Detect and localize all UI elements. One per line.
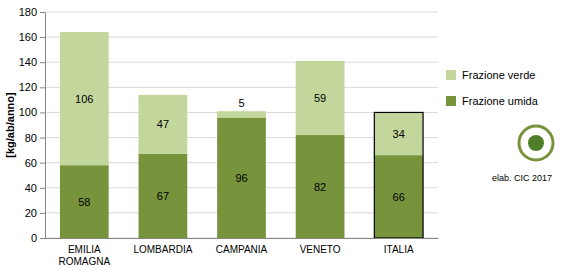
legend-swatch (446, 70, 456, 80)
tick: 0 (31, 232, 45, 244)
tick-mark (40, 238, 45, 239)
data-label: 96 (235, 172, 247, 184)
tick-label: 160 (19, 31, 37, 43)
tick-label: EMILIAROMAGNA (58, 244, 110, 267)
tick-label: 120 (19, 81, 37, 93)
tick: 60 (25, 157, 45, 169)
tick-mark (40, 188, 45, 189)
data-label: 59 (314, 92, 326, 104)
tick-label: 140 (19, 56, 37, 68)
bar-segment (374, 155, 423, 238)
tick: VENETO (300, 244, 341, 255)
chart: 0 20 40 60 80 100 120 140 160 180 EMILIAROMAGNA LOM… (0, 0, 566, 276)
tick-label: 100 (19, 106, 37, 118)
grid (45, 12, 438, 238)
tick-label: ITALIA (384, 244, 414, 255)
tick-mark (40, 62, 45, 63)
tick: CAMPANIA (216, 244, 268, 255)
axis-title: [kg/ab/anno] (4, 92, 16, 158)
data-label: 34 (393, 128, 405, 140)
logo-core (528, 135, 544, 151)
plot: 0 20 40 60 80 100 120 140 160 180 EMILIAROMAGNA LOM… (19, 6, 439, 267)
legend-label: Frazione umida (462, 95, 539, 107)
data-label: 66 (393, 191, 405, 203)
data-labels: 58 67 96 82 66 106 47 5 59 34 (75, 92, 405, 208)
axis-line (45, 13, 46, 239)
bar-outline (374, 112, 423, 238)
bar-segment (60, 32, 109, 165)
x-axis: EMILIAROMAGNA LOMBARDIA CAMPANIA VENETO ITAL… (46, 239, 439, 268)
legend-label: Frazione verde (462, 69, 535, 81)
tick-mark (40, 163, 45, 164)
tick-label: 20 (25, 207, 37, 219)
tick: 140 (19, 56, 45, 68)
tick-mark (40, 37, 45, 38)
bar-segment (60, 165, 109, 238)
tick-mark (40, 87, 45, 88)
tick-label: VENETO (300, 244, 341, 255)
tick-label: 180 (19, 6, 37, 18)
tick: 120 (19, 81, 45, 93)
tick: 180 (19, 6, 45, 18)
tick: LOMBARDIA (133, 244, 192, 255)
tick: 20 (25, 207, 45, 219)
tick-mark (40, 213, 45, 214)
bar-segment (217, 117, 266, 238)
tick-label: LOMBARDIA (133, 244, 192, 255)
grid-line (45, 12, 438, 13)
bar-segment (139, 95, 188, 154)
data-label: 5 (238, 97, 244, 109)
tick-mark (40, 112, 45, 113)
bar-segment (139, 154, 188, 238)
tick-label: 60 (25, 157, 37, 169)
bar-segment (217, 111, 266, 117)
data-label: 82 (314, 181, 326, 193)
bar-segment (296, 61, 345, 135)
data-label: 47 (157, 118, 169, 130)
tick: EMILIAROMAGNA (58, 244, 110, 267)
tick: 160 (19, 31, 45, 43)
tick-label: 0 (31, 232, 37, 244)
annotation: elab. CIC 2017 (492, 173, 552, 183)
tick: 80 (25, 132, 45, 144)
bar-segment (296, 135, 345, 238)
axis-line (46, 238, 439, 239)
tick-mark (40, 138, 45, 139)
data-label: 106 (75, 93, 93, 105)
data-label: 67 (157, 190, 169, 202)
tick-label: 80 (25, 132, 37, 144)
data-label: 58 (78, 196, 90, 208)
bars (60, 32, 423, 238)
tick: 40 (25, 182, 45, 194)
tick-label: CAMPANIA (216, 244, 268, 255)
y-axis: 0 20 40 60 80 100 120 140 160 180 (19, 6, 46, 244)
legend: Frazione verde Frazione umida (446, 69, 539, 107)
tick: 100 (19, 106, 45, 118)
logo-ring (519, 126, 553, 160)
tick-mark (40, 12, 45, 13)
tick: ITALIA (384, 244, 414, 255)
logo (519, 126, 553, 160)
tick-label: 40 (25, 182, 37, 194)
bar-segment (374, 112, 423, 155)
legend-swatch (446, 96, 456, 106)
